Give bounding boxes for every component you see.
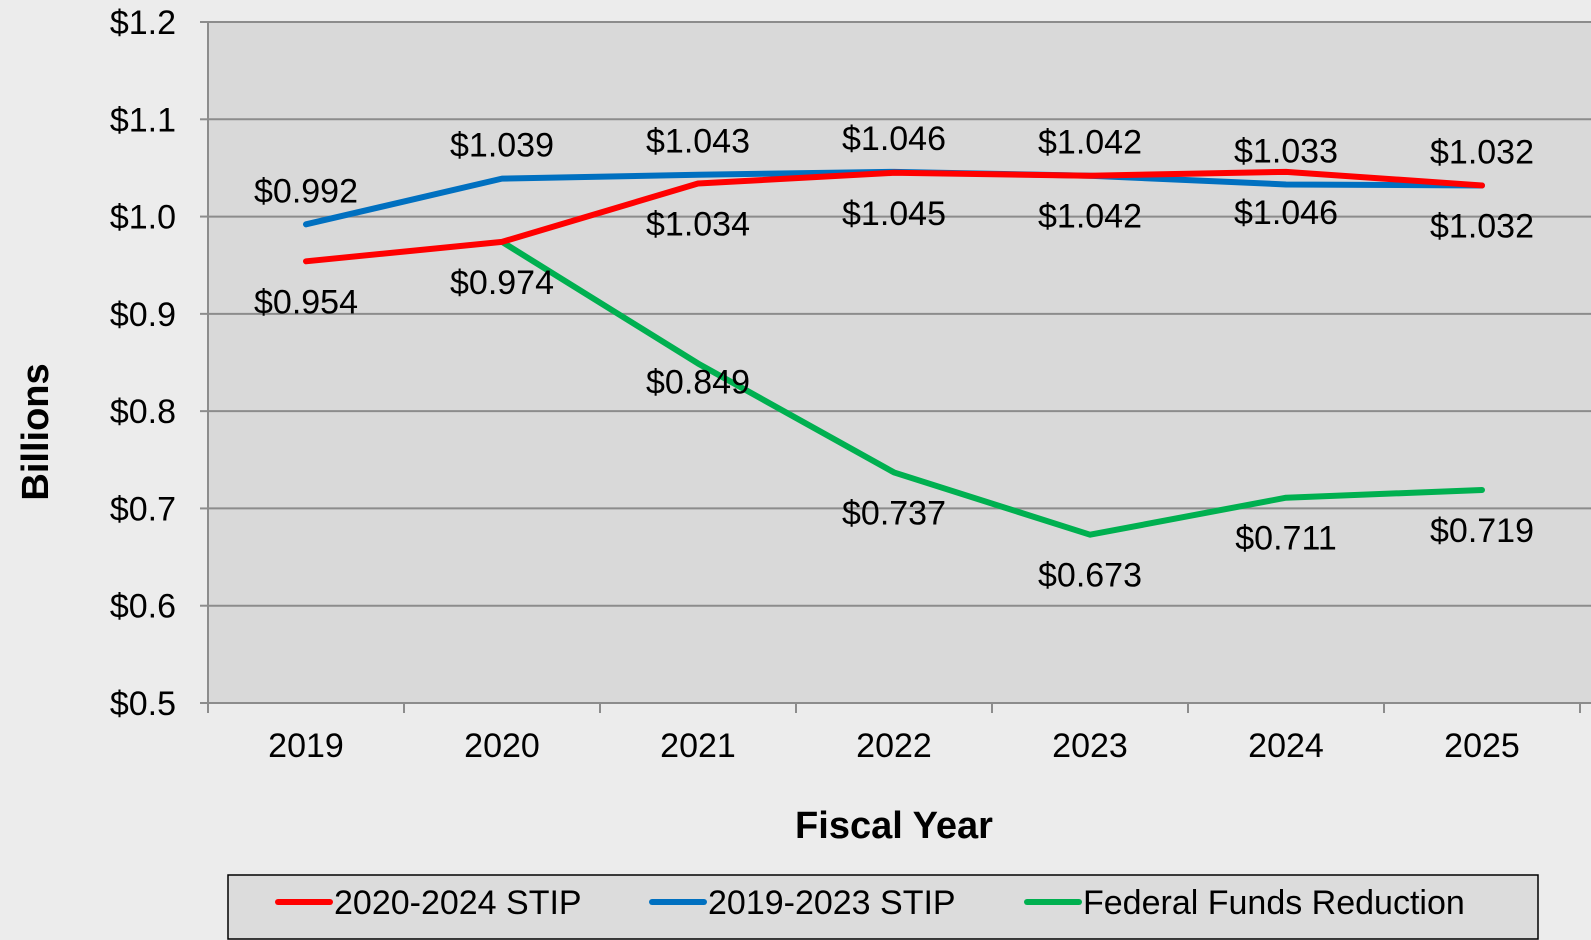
data-label: $1.039 [450, 127, 554, 165]
x-tick-label: 2021 [660, 727, 736, 765]
data-label: $1.032 [1430, 133, 1534, 171]
data-label: $1.046 [842, 120, 946, 158]
data-label: $0.719 [1430, 512, 1534, 550]
data-labels: $0.954 $0.974 $1.034 $1.045 $1.042 $1.046 $1.0… [254, 120, 1534, 595]
series-line-2020-2024-stip [303, 168, 1485, 265]
data-label: $1.046 [1234, 194, 1338, 232]
y-tick-label: $1.0 [110, 199, 176, 237]
data-label: $0.974 [450, 264, 554, 302]
x-tick-label: 2019 [268, 727, 344, 765]
y-tick-label: $0.9 [110, 296, 176, 334]
legend: 2020-2024 STIP 2019-2023 STIP Federal Fund… [227, 874, 1539, 940]
legend-box [227, 874, 1539, 940]
axes [200, 21, 1591, 713]
y-tick-label: $0.7 [110, 490, 176, 528]
x-axis-ticks: 2019 2020 2021 2022 2023 2024 2025 [268, 727, 1520, 765]
data-label: $1.043 [646, 123, 750, 161]
x-tick-label: 2020 [464, 727, 540, 765]
data-label: $0.673 [1038, 557, 1142, 595]
series-lines [303, 168, 1485, 538]
x-tick-label: 2022 [856, 727, 932, 765]
y-tick-label: $0.6 [110, 588, 176, 626]
gridlines [208, 21, 1591, 607]
data-label: $1.042 [1038, 198, 1142, 236]
x-tick-label: 2024 [1248, 727, 1324, 765]
data-label: $1.032 [1430, 207, 1534, 245]
data-label: $0.954 [254, 283, 358, 321]
y-tick-label: $1.2 [110, 4, 176, 42]
x-tick-label: 2023 [1052, 727, 1128, 765]
data-label: $1.033 [1234, 132, 1338, 170]
x-tick-label: 2025 [1444, 727, 1520, 765]
y-axis-ticks: $0.5 $0.6 $0.7 $0.8 $0.9 $1.0 $1.1 $1.2 [110, 4, 176, 723]
legend-label: 2019-2023 STIP [708, 884, 956, 922]
legend-label: Federal Funds Reduction [1083, 884, 1465, 922]
data-label: $0.849 [646, 363, 750, 401]
y-tick-label: $1.1 [110, 101, 176, 139]
legend-label: 2020-2024 STIP [334, 884, 582, 922]
data-label: $1.045 [842, 195, 946, 233]
data-label: $0.992 [254, 172, 358, 210]
y-tick-label: $0.5 [110, 685, 176, 723]
data-label: $0.711 [1235, 520, 1336, 558]
series-line-federal-funds-reduction [499, 238, 1485, 538]
y-tick-label: $0.8 [110, 393, 176, 431]
data-label: $1.042 [1038, 124, 1142, 162]
y-axis-title: Billions [15, 363, 57, 500]
x-axis-title: Fiscal Year [795, 805, 993, 847]
data-label: $1.034 [646, 205, 750, 243]
data-label: $0.737 [842, 494, 946, 532]
plot-area [208, 22, 1591, 703]
